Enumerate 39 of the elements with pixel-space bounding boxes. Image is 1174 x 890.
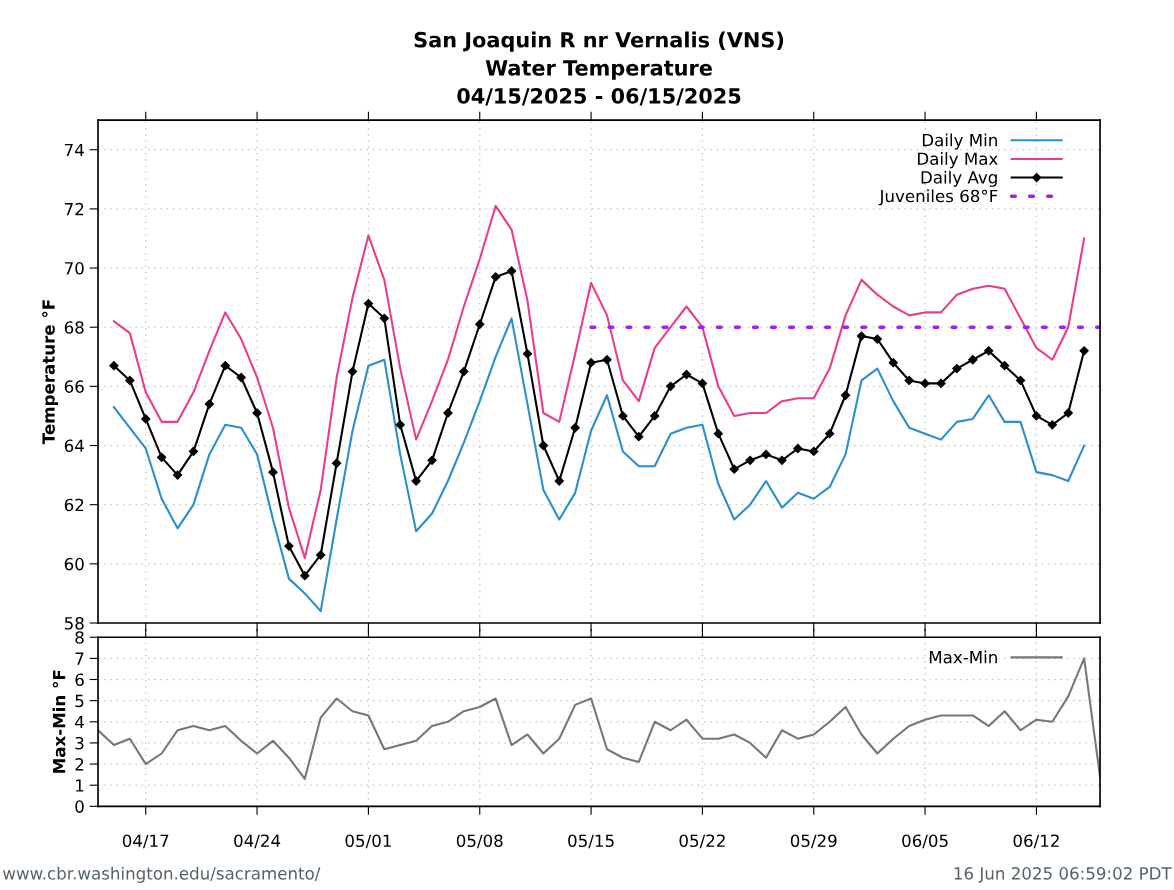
y-tick-label: 58 <box>64 616 84 630</box>
legend-label: Juveniles 68°F <box>878 189 998 206</box>
chart-title: San Joaquin R nr Vernalis (VNS) Water Temperature 04/15/2025 - 06/15/2025 <box>414 31 784 106</box>
y-tick-label: 1 <box>76 779 84 792</box>
legend-label: Daily Min <box>922 133 997 150</box>
y-tick-label: 66 <box>64 380 84 393</box>
x-tick-label: 05/15 <box>568 834 614 849</box>
line-series <box>112 204 1086 559</box>
y-tick-label: 70 <box>64 262 84 275</box>
legend-label: Max-Min <box>929 650 997 664</box>
x-tick-label: 05/29 <box>790 834 837 849</box>
legend-label: Daily Avg <box>921 170 997 187</box>
y-tick-label: 62 <box>64 498 84 512</box>
line-series <box>112 317 1086 613</box>
y-tick-label: 5 <box>75 694 84 708</box>
y-tick-label: 0 <box>75 800 84 813</box>
y-axis-title: Temperature °F <box>42 300 59 445</box>
y-tick-label: 72 <box>64 202 84 216</box>
x-tick-label: 06/12 <box>1013 834 1059 849</box>
x-tick-label: 05/08 <box>456 834 503 849</box>
y-tick-label: 7 <box>75 652 84 665</box>
text: 16 Jun 2025 06:59:02 PDT <box>954 867 1172 883</box>
y-tick-label: 64 <box>64 439 84 453</box>
x-tick-label: 06/05 <box>902 834 948 849</box>
y-tick-label: 2 <box>75 758 84 771</box>
y-tick-label: 3 <box>75 736 84 750</box>
x-tick-label: 05/01 <box>345 834 391 849</box>
x-tick-label: 04/24 <box>234 834 281 849</box>
y-axis-title: Max-Min °F <box>52 670 66 773</box>
y-tick-label: 6 <box>75 673 84 687</box>
y-tick-label: 4 <box>75 715 84 729</box>
legend-label: Daily Max <box>918 152 998 169</box>
y-tick-label: 68 <box>64 321 84 334</box>
x-tick-label: 04/17 <box>122 834 169 849</box>
text: www.cbr.washington.edu/sacramento/ <box>3 866 321 883</box>
y-tick-label: 60 <box>64 557 84 571</box>
y-tick-label: 8 <box>75 631 84 644</box>
x-tick-label: 05/22 <box>679 834 725 849</box>
y-tick-label: 74 <box>64 143 84 157</box>
